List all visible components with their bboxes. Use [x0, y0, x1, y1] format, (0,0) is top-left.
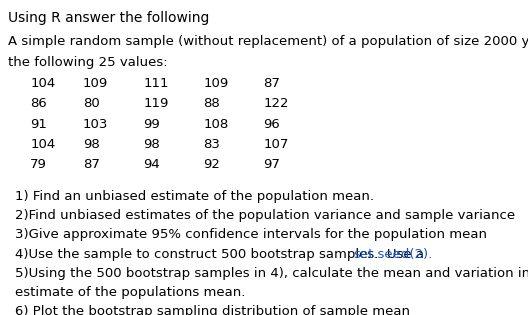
Text: estimate of the populations mean.: estimate of the populations mean.	[15, 286, 246, 299]
Text: 96: 96	[263, 117, 280, 130]
Text: 4)Use the sample to construct 500 bootstrap samples.  Use a: 4)Use the sample to construct 500 bootst…	[15, 248, 428, 261]
Text: 1) Find an unbiased estimate of the population mean.: 1) Find an unbiased estimate of the popu…	[15, 190, 374, 203]
Text: set.seed(2).: set.seed(2).	[353, 248, 432, 261]
Text: 98: 98	[143, 138, 160, 151]
Text: 108: 108	[203, 117, 229, 130]
Text: 111: 111	[143, 77, 168, 90]
Text: 2)Find unbiased estimates of the population variance and sample variance: 2)Find unbiased estimates of the populat…	[15, 209, 515, 222]
Text: 122: 122	[263, 97, 289, 110]
Text: 87: 87	[83, 158, 100, 171]
Text: 103: 103	[83, 117, 108, 130]
Text: 87: 87	[263, 77, 280, 90]
Text: 94: 94	[143, 158, 160, 171]
Text: 5)Using the 500 bootstrap samples in 4), calculate the mean and variation in the: 5)Using the 500 bootstrap samples in 4),…	[15, 267, 528, 280]
Text: 97: 97	[263, 158, 280, 171]
Text: 6) Plot the bootstrap sampling distribution of sample mean: 6) Plot the bootstrap sampling distribut…	[15, 305, 410, 315]
Text: 104: 104	[30, 138, 55, 151]
Text: 104: 104	[30, 77, 55, 90]
Text: 99: 99	[143, 117, 160, 130]
Text: 109: 109	[83, 77, 108, 90]
Text: 91: 91	[30, 117, 47, 130]
Text: 80: 80	[83, 97, 100, 110]
Text: 92: 92	[203, 158, 220, 171]
Text: 119: 119	[143, 97, 168, 110]
Text: 86: 86	[30, 97, 47, 110]
Text: A simple random sample (without replacement) of a population of size 2000 yields: A simple random sample (without replacem…	[7, 35, 528, 48]
Text: 98: 98	[83, 138, 100, 151]
Text: 88: 88	[203, 97, 220, 110]
Text: 3)Give approximate 95% confidence intervals for the population mean: 3)Give approximate 95% confidence interv…	[15, 228, 487, 241]
Text: 83: 83	[203, 138, 220, 151]
Text: Using R answer the following: Using R answer the following	[7, 11, 209, 25]
Text: 79: 79	[30, 158, 47, 171]
Text: 107: 107	[263, 138, 289, 151]
Text: 109: 109	[203, 77, 229, 90]
Text: the following 25 values:: the following 25 values:	[7, 56, 167, 69]
